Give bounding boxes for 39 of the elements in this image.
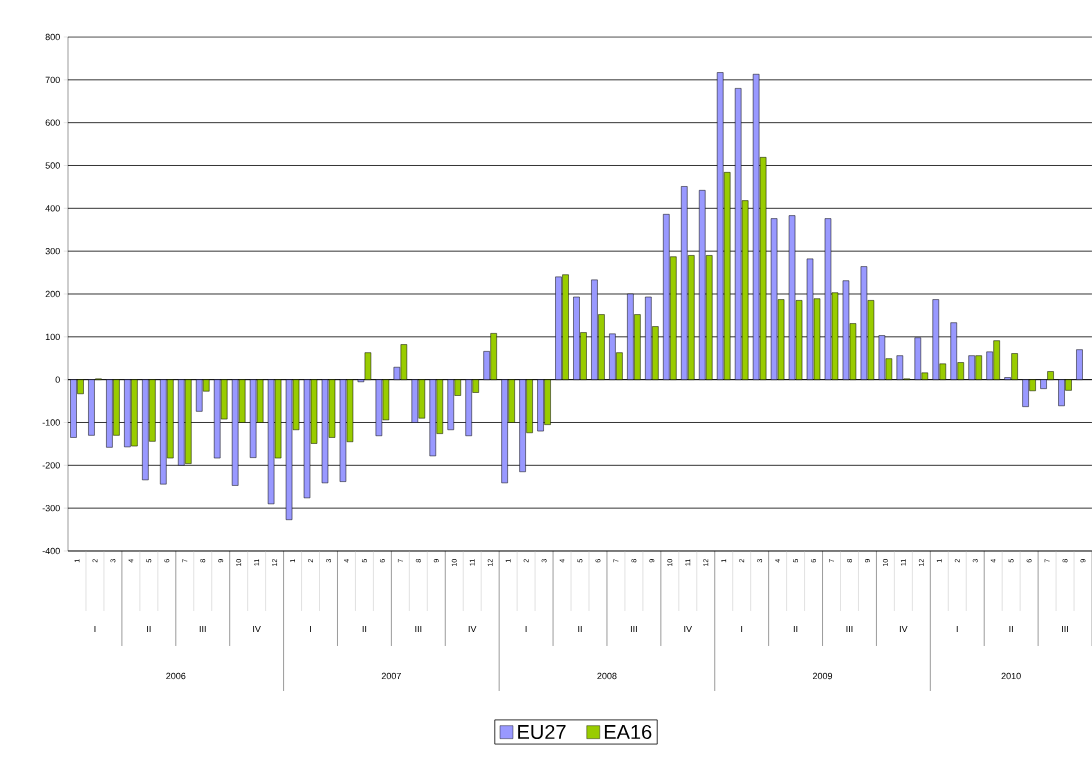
y-tick-label: -300	[42, 504, 60, 512]
text: 2008	[597, 672, 617, 680]
text: I	[94, 625, 96, 633]
text: I	[310, 625, 311, 633]
text: II	[147, 625, 151, 633]
y-tick-label: 600	[45, 119, 60, 126]
text: I	[956, 625, 958, 633]
text: IV	[899, 625, 908, 633]
y-tick-label: -100	[42, 419, 60, 426]
text: II	[793, 625, 798, 633]
y-tick-label: 0	[55, 376, 60, 383]
text: II	[1009, 625, 1013, 633]
y-tick-label: 300	[45, 247, 60, 255]
legend-label: EA16	[604, 724, 652, 740]
text: 2007	[381, 672, 401, 680]
y-tick-label: -200	[42, 462, 60, 469]
text: 2009	[812, 672, 833, 680]
y-tick-label: -400	[42, 547, 60, 555]
text: IV	[684, 625, 692, 633]
text: IV	[253, 625, 261, 633]
legend-label: EU27	[518, 724, 566, 740]
text: II	[362, 625, 367, 633]
y-tick-label: 800	[45, 33, 60, 41]
text: III	[415, 625, 422, 633]
y-tick-label: 400	[45, 205, 60, 212]
y-tick-label: 200	[45, 290, 60, 298]
text: III	[1062, 625, 1068, 633]
text: II	[578, 625, 582, 633]
text: 2010	[1001, 672, 1021, 680]
y-tick-label: 100	[45, 333, 60, 341]
text: 2006	[166, 672, 186, 680]
y-tick-label: 500	[45, 162, 60, 169]
y-tick-label: 700	[45, 76, 60, 84]
text: I	[525, 625, 527, 633]
text: III	[199, 625, 206, 633]
text: IV	[468, 625, 477, 633]
text: III	[630, 625, 637, 633]
text: III	[846, 625, 853, 633]
text: I	[741, 625, 743, 633]
